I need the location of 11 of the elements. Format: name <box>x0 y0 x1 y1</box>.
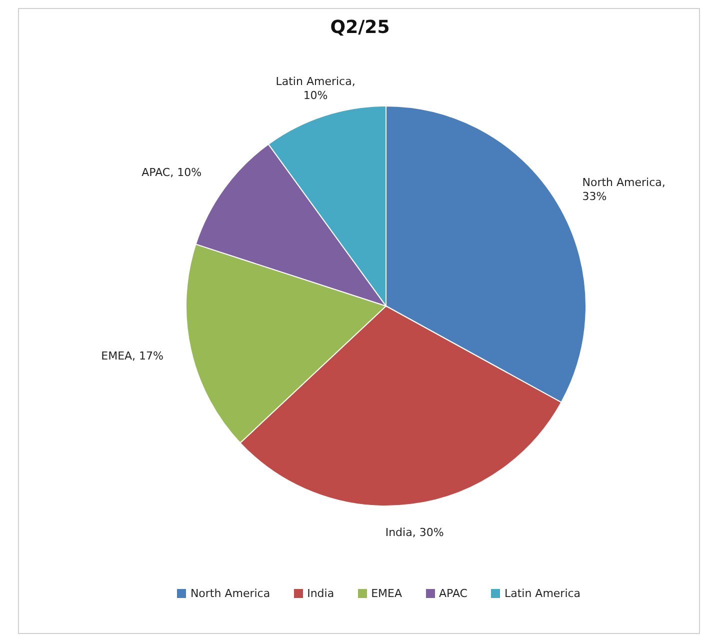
data-label: India, 30% <box>385 526 444 540</box>
data-label: Latin America, 10% <box>276 75 356 102</box>
legend-label: India <box>307 587 334 600</box>
data-label: EMEA, 17% <box>101 350 164 363</box>
data-label: APAC, 10% <box>142 166 202 179</box>
chart-title: Q2/25 <box>329 17 391 38</box>
legend-label: EMEA <box>371 587 402 600</box>
data-label: North America, 33% <box>582 176 666 203</box>
legend-label: APAC <box>439 587 468 600</box>
legend-label: Latin America <box>504 587 581 600</box>
legend-label: North America <box>190 587 270 600</box>
